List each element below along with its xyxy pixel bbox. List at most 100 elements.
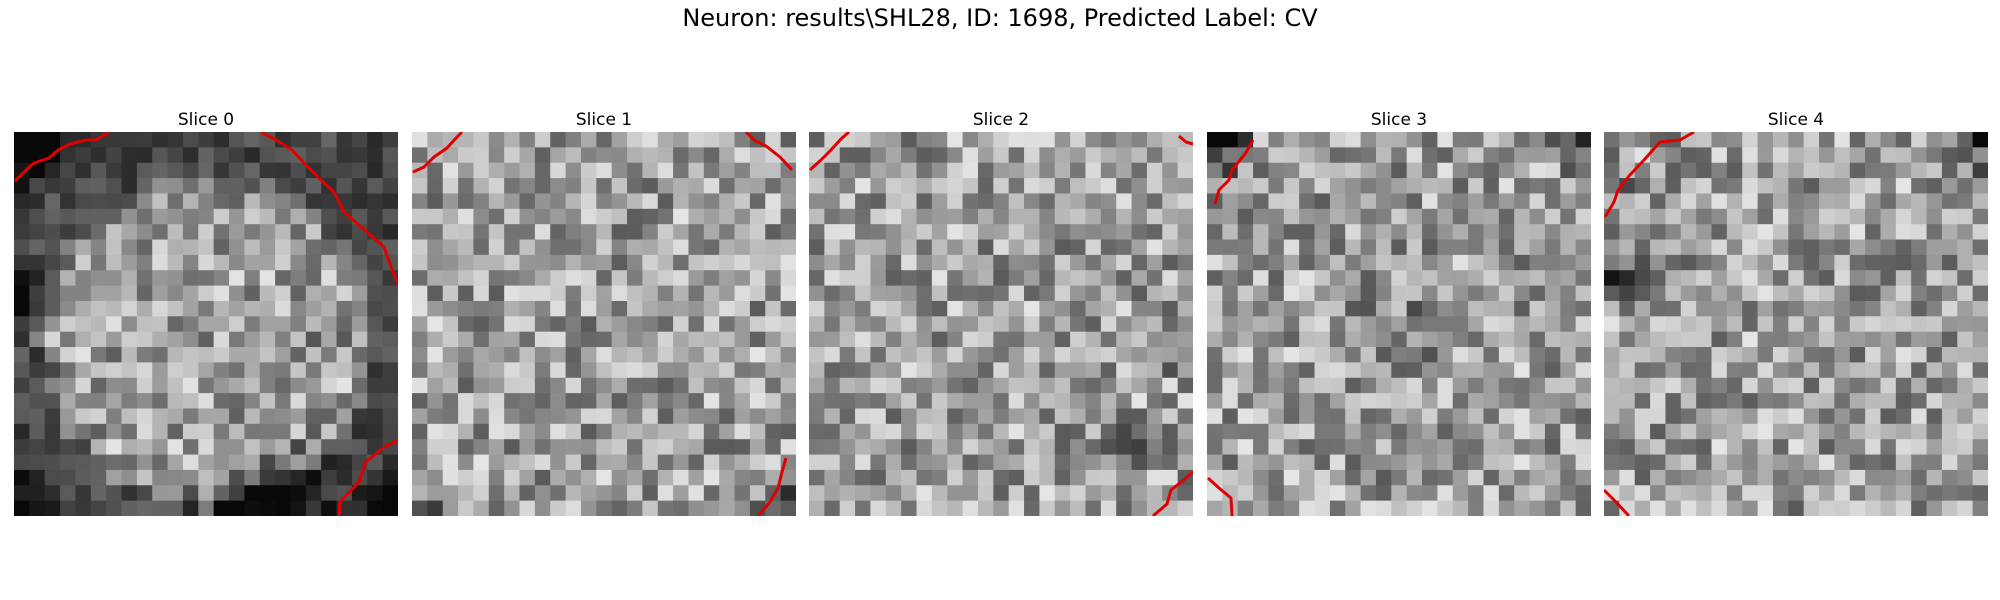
pixel — [290, 423, 307, 440]
pixel — [1819, 254, 1835, 271]
pixel — [1207, 132, 1223, 148]
pixel — [657, 254, 674, 271]
pixel — [1742, 254, 1759, 271]
pixel — [1177, 178, 1193, 194]
pixel — [734, 132, 751, 148]
pixel — [229, 485, 245, 502]
pixel — [1437, 454, 1454, 471]
pixel — [1634, 347, 1651, 363]
pixel — [627, 193, 643, 210]
pixel — [1696, 469, 1713, 486]
pixel — [1757, 439, 1774, 456]
pixel — [1575, 408, 1591, 425]
pixel — [229, 208, 245, 225]
pixel — [182, 454, 199, 471]
pixel — [1237, 316, 1254, 333]
pixel — [1911, 439, 1928, 456]
pixel — [1024, 423, 1040, 440]
pixel — [931, 362, 948, 379]
pixel — [1498, 178, 1515, 194]
pixel — [688, 300, 705, 317]
pixel — [1024, 316, 1040, 333]
pixel — [839, 270, 856, 287]
pixel — [824, 454, 841, 471]
pixel — [901, 331, 918, 348]
pixel — [1803, 254, 1820, 271]
pixel — [1483, 347, 1500, 363]
pixel — [993, 208, 1010, 225]
pixel — [580, 469, 597, 486]
pixel — [60, 316, 76, 333]
pixel — [458, 362, 474, 379]
pixel — [1514, 239, 1531, 256]
pixel — [1468, 347, 1484, 363]
pixel — [993, 469, 1010, 486]
pixel — [565, 208, 582, 225]
pixel — [749, 178, 766, 194]
pixel — [412, 300, 428, 317]
pixel — [351, 331, 368, 348]
pixel — [1253, 224, 1269, 241]
pixel — [473, 423, 490, 440]
pixel — [749, 147, 766, 164]
pixel — [275, 147, 291, 164]
pixel — [275, 500, 291, 516]
pixel — [1222, 347, 1239, 363]
pixel — [14, 208, 30, 225]
pixel — [213, 331, 230, 348]
pixel — [1131, 377, 1148, 394]
pixel — [931, 178, 948, 194]
pixel — [550, 162, 567, 179]
pixel — [1146, 224, 1163, 241]
pixel — [1665, 285, 1682, 302]
pixel — [1529, 347, 1546, 363]
pixel — [1375, 162, 1392, 179]
pixel — [1575, 362, 1591, 379]
pixel — [1437, 224, 1454, 241]
pixel — [839, 285, 856, 302]
pixel — [121, 162, 138, 179]
pixel — [1131, 285, 1148, 302]
pixel — [442, 178, 459, 194]
pixel — [427, 132, 444, 148]
pixel — [1634, 439, 1651, 456]
pixel — [1314, 147, 1331, 164]
pixel — [1283, 208, 1300, 225]
pixel — [824, 485, 841, 502]
pixel — [152, 439, 169, 456]
pixel — [1207, 162, 1223, 179]
pixel — [290, 377, 307, 394]
pixel — [1237, 347, 1254, 363]
pixel — [1742, 147, 1759, 164]
pixel — [1253, 485, 1269, 502]
pixel — [458, 193, 474, 210]
pixel — [1070, 239, 1086, 256]
pixel — [1972, 469, 1988, 486]
pixel — [473, 300, 490, 317]
pixel — [1345, 485, 1362, 502]
pixel — [14, 178, 30, 194]
pixel — [1819, 469, 1835, 486]
pixel — [1757, 147, 1774, 164]
pixel — [367, 393, 384, 409]
pixel — [1972, 362, 1988, 379]
pixel — [1008, 300, 1025, 317]
pixel — [1849, 377, 1866, 394]
pixel — [1726, 285, 1743, 302]
pixel — [596, 377, 613, 394]
pixel — [719, 208, 736, 225]
pixel — [719, 270, 736, 287]
pixel — [1146, 270, 1163, 287]
pixel — [1268, 147, 1285, 164]
pixel — [1880, 500, 1897, 516]
pixel — [734, 500, 751, 516]
pixel — [1772, 316, 1789, 333]
pixel — [90, 347, 107, 363]
pixel — [993, 254, 1010, 271]
pixel — [1299, 347, 1316, 363]
pixel — [1514, 132, 1531, 148]
pixel — [977, 208, 994, 225]
pixel — [627, 270, 643, 287]
pixel — [305, 147, 322, 164]
pixel — [627, 408, 643, 425]
